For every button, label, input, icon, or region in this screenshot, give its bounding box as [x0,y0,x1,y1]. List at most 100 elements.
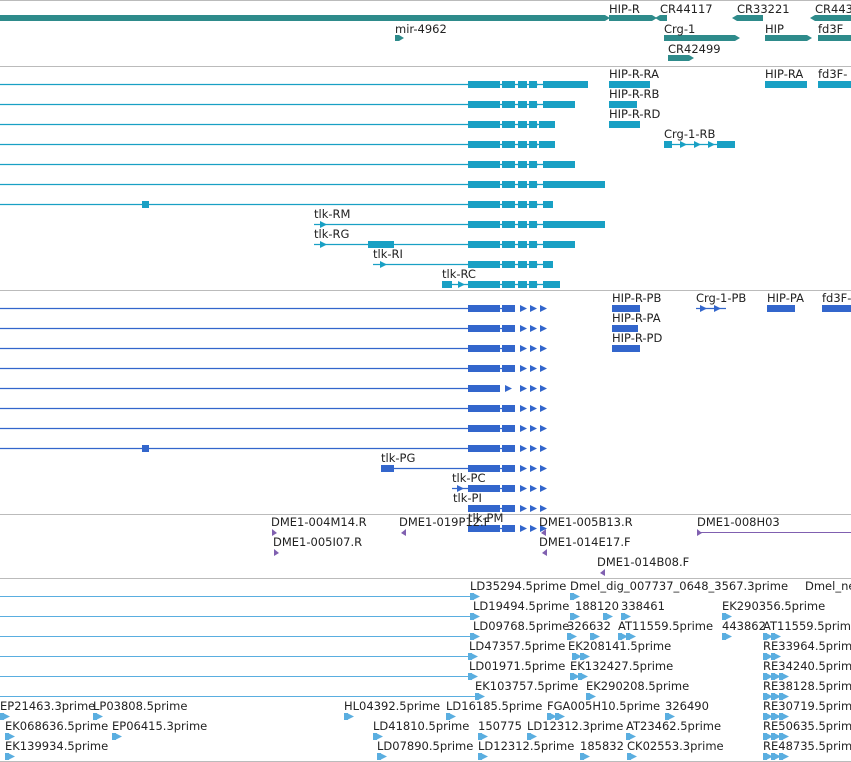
direction-arrow-icon [628,81,635,88]
direction-arrow-icon [540,485,547,492]
est-arrow-icon [782,693,789,700]
transcript-feature: tlk-RC [442,267,560,288]
est-arrow-icon [774,653,781,660]
est-feature: 338461 [621,599,665,620]
direction-arrow-icon [530,405,537,412]
direction-arrow-icon [458,281,465,288]
est-arrow-icon [8,733,15,740]
transcript-feature [0,141,555,148]
est-label: HL04392.5prime [344,699,440,713]
direction-arrow-icon [520,425,527,432]
transcript-feature: tlk-RG [314,227,575,248]
est-arrow-icon [782,733,789,740]
direction-arrow-icon [320,241,327,248]
direction-arrow-icon [628,121,635,128]
est-block [527,733,531,740]
est-arrow-icon [473,593,480,600]
clone-label: DME1-005B13.R [539,515,633,529]
est-arrow-icon [766,653,773,660]
direction-arrow-icon [530,445,537,452]
direction-arrow-icon [546,81,553,88]
exon-block [543,81,588,88]
est-feature: EP06415.3prime [112,719,207,740]
gene-block [737,15,763,21]
est-block [570,673,574,680]
direction-arrow-icon [532,201,539,208]
est-block [779,693,783,700]
est-label: EP21463.3prime [0,699,95,713]
direction-arrow-icon [612,101,619,108]
direction-arrow-icon [530,525,537,532]
clone-end-icon [542,549,547,556]
direction-arrow-icon [530,305,537,312]
exon-block [543,241,575,248]
exon-block [442,281,452,288]
exon-block [381,465,394,472]
gene-label: Crg-1 [664,22,695,36]
est-feature: EK208141.5prime [568,639,671,653]
est-arrow-icon [115,733,122,740]
gene-feature: mir-4962 [395,22,447,41]
est-label: AT11559.5prime [763,619,851,633]
est-block [763,753,767,760]
transcript-feature [0,181,605,188]
strand-arrow-icon [732,15,737,21]
exon-block [502,345,515,352]
protein-feature: HIP-R-PD [612,331,662,352]
est-block [771,733,775,740]
exon-block [717,141,735,148]
est-label: CK02553.3prime [627,739,724,753]
est-label: EK139934.5prime [5,739,108,753]
protein-feature: tlk-PI [453,491,547,512]
transcript-feature: tlk-RI [373,247,553,268]
est-arrow-icon [782,673,789,680]
protein-feature: fd3F- [822,291,851,312]
est-block [93,713,97,720]
est-feature: 326490 [665,699,709,720]
est-arrow-icon [725,613,732,620]
direction-arrow-icon [520,365,527,372]
direction-arrow-icon [532,101,539,108]
est-block [468,673,472,680]
direction-arrow-icon [320,221,327,228]
transcript-label: tlk-RI [373,247,403,261]
clone-feature: DME1-014E17.F [539,535,631,556]
gene-label: CR44117 [660,2,713,16]
est-arrow-icon [593,633,600,640]
est-block [763,733,767,740]
exon-block [502,485,515,492]
direction-arrow-icon [520,121,527,128]
est-block [771,653,775,660]
est-block [580,753,584,760]
direction-arrow-icon [520,221,527,228]
direction-arrow-icon [532,121,539,128]
direction-arrow-icon [520,445,527,452]
exon-block [468,221,500,228]
est-arrow-icon [449,713,456,720]
direction-arrow-icon [623,345,630,352]
est-block [722,633,726,640]
est-feature: CK02553.3prime [627,739,724,760]
est-feature: LD19494.5prime [473,599,580,620]
est-label: RE30719.5prime [763,699,851,713]
est-feature: HL04392.5prime [344,699,440,720]
est-label: RE50635.5prime [763,719,851,733]
transcript-feature: tlk-RM [314,207,605,228]
direction-arrow-icon [540,385,547,392]
direction-arrow-icon [520,261,527,268]
exon-block [142,201,149,208]
est-feature: LP03808.5prime [93,699,187,720]
direction-arrow-icon [530,505,537,512]
transcript-label: tlk-RC [442,267,476,281]
est-block [779,733,783,740]
direction-arrow-icon [506,81,513,88]
exon-block [468,505,500,512]
est-label: EK290208.5prime [586,679,689,693]
est-block [779,753,783,760]
est-block [468,653,472,660]
direction-arrow-icon [530,385,537,392]
gene-label: fd3F [818,22,843,36]
clone-end-icon [697,529,702,536]
protein-feature [0,365,547,372]
protein-label: fd3F- [822,291,851,305]
